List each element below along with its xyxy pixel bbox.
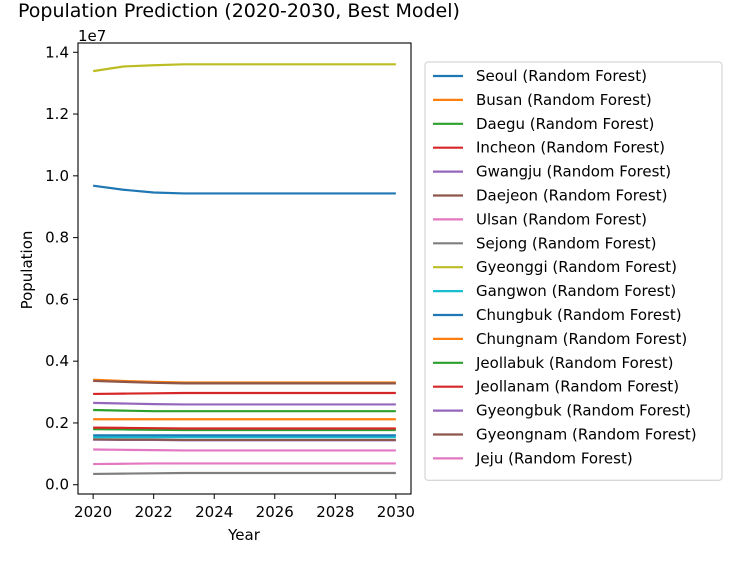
- y-tick-label: 0.4: [45, 352, 69, 370]
- y-axis: 0.0 0.2 0.4 0.6 0.8 1.0 1.2 1.4: [45, 43, 78, 494]
- series-line-3: [93, 391, 396, 396]
- y-tick-label: 0.8: [45, 229, 69, 247]
- y-tick-label: 1.4: [45, 43, 69, 61]
- series-line-12: [93, 428, 396, 432]
- series-line-2: [93, 408, 396, 413]
- legend-label-1: Busan (Random Forest): [476, 91, 652, 109]
- legend-label-10: Chungbuk (Random Forest): [476, 306, 682, 324]
- legend-label-8: Gyeonggi (Random Forest): [476, 258, 677, 276]
- series-line-5: [93, 438, 396, 442]
- series-line-14: [93, 401, 396, 406]
- chart-title: Population Prediction (2020-2030, Best M…: [18, 0, 460, 22]
- series-line-0: [92, 184, 396, 195]
- y-tick-label: 1.2: [45, 105, 69, 123]
- legend-label-0: Seoul (Random Forest): [476, 67, 647, 85]
- y-tick-label: 0.0: [45, 476, 69, 494]
- legend-label-2: Daegu (Random Forest): [476, 115, 654, 133]
- series-line-16: [93, 462, 396, 466]
- series-line-6: [93, 448, 396, 452]
- x-tick-label: 2022: [135, 503, 173, 521]
- x-tick-label: 2030: [377, 503, 415, 521]
- legend-label-6: Ulsan (Random Forest): [476, 210, 647, 228]
- y-tick-label: 0.2: [45, 414, 69, 432]
- legend-label-7: Sejong (Random Forest): [476, 234, 657, 252]
- x-tick-label: 2026: [256, 503, 294, 521]
- x-axis: 2020 2022 2024 2026 2028 2030: [74, 494, 415, 521]
- series-line-15: [93, 379, 396, 385]
- x-tick-label: 2028: [316, 503, 354, 521]
- x-tick-label: 2020: [74, 503, 112, 521]
- plot-frame: [77, 42, 412, 495]
- legend-label-13: Jeollanam (Random Forest): [475, 378, 679, 396]
- legend-label-12: Jeollabuk (Random Forest): [475, 354, 673, 372]
- y-scale-label: 1e7: [78, 27, 106, 45]
- x-axis-label: Year: [227, 526, 261, 544]
- legend-box: [424, 61, 723, 481]
- legend-label-15: Gyeongnam (Random Forest): [476, 426, 697, 444]
- y-tick-label: 0.6: [45, 290, 69, 308]
- legend-label-5: Daejeon (Random Forest): [476, 187, 667, 205]
- legend-label-3: Incheon (Random Forest): [476, 139, 665, 157]
- y-axis-label: Population: [18, 231, 36, 310]
- legend-label-4: Gwangju (Random Forest): [476, 163, 671, 181]
- series-line-13: [93, 426, 396, 430]
- legend-label-16: Jeju (Random Forest): [475, 449, 633, 467]
- legend-label-9: Gangwon (Random Forest): [476, 282, 676, 300]
- legend-label-11: Chungnam (Random Forest): [476, 330, 687, 348]
- x-tick-label: 2024: [195, 503, 233, 521]
- series-line-8: [92, 63, 396, 73]
- legend-label-14: Gyeongbuk (Random Forest): [476, 402, 691, 420]
- series-line-7: [93, 471, 396, 476]
- y-tick-label: 1.0: [45, 167, 69, 185]
- legend: Seoul (Random Forest) Busan (Random Fores…: [424, 61, 723, 481]
- plot-area: [77, 42, 412, 495]
